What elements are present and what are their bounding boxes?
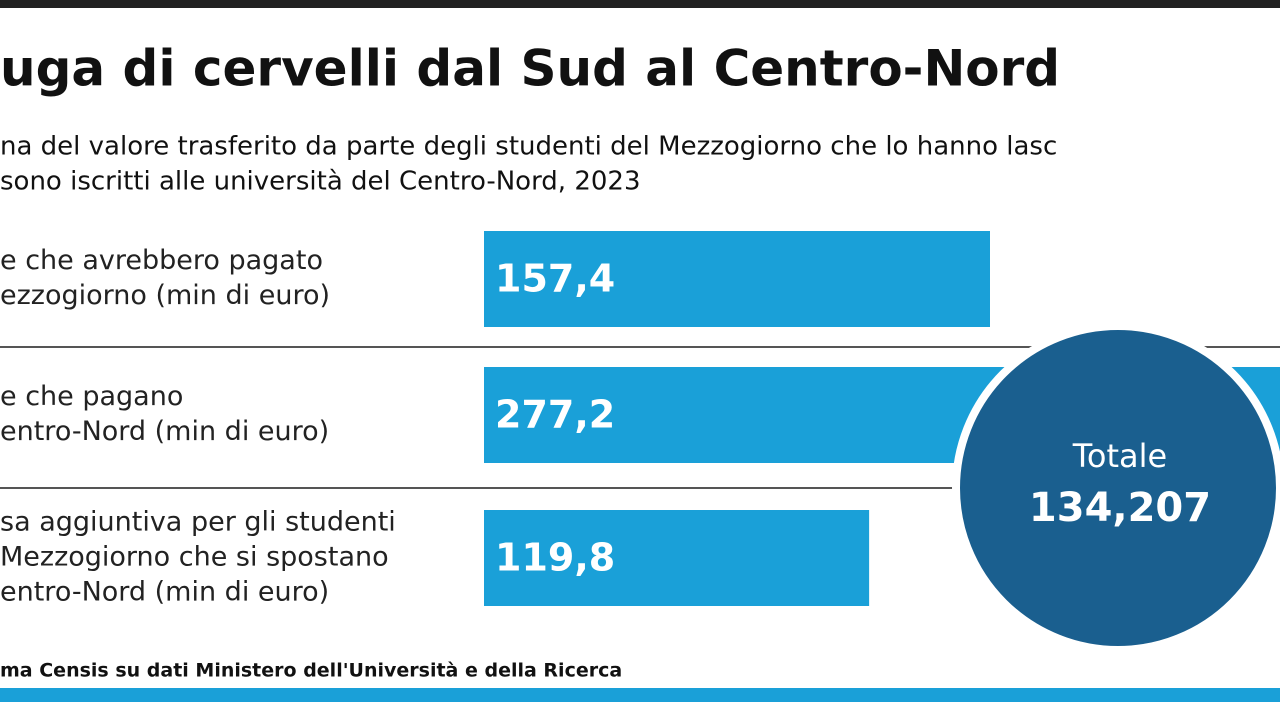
total-circle bbox=[952, 322, 1280, 654]
category-label: Mezzogiorno che si spostano bbox=[0, 542, 389, 573]
total-value: 134,207 bbox=[1029, 485, 1211, 531]
category-label: entro-Nord (min di euro) bbox=[0, 577, 329, 608]
value-label: 119,8 bbox=[495, 536, 615, 580]
bar bbox=[484, 231, 990, 327]
bottom-bar bbox=[0, 688, 1280, 702]
source: ma Censis su dati Ministero dell'Univers… bbox=[0, 660, 622, 682]
chart-title: uga di cervelli dal Sud al Centro-Nord bbox=[0, 40, 1060, 98]
top-bar bbox=[0, 0, 1280, 8]
value-label: 157,4 bbox=[495, 257, 615, 301]
category-label: e che avrebbero pagato bbox=[0, 245, 323, 276]
subtitle: sono iscritti alle università del Centro… bbox=[0, 167, 641, 197]
category-label: e che pagano bbox=[0, 381, 183, 412]
category-label: entro-Nord (min di euro) bbox=[0, 416, 329, 447]
value-label: 277,2 bbox=[495, 393, 615, 437]
bar bbox=[484, 510, 870, 606]
category-label: ezzogiorno (min di euro) bbox=[0, 280, 330, 311]
subtitle: na del valore trasferito da parte degli … bbox=[0, 132, 1057, 162]
total-label: Totale bbox=[1072, 437, 1167, 475]
category-label: sa aggiuntiva per gli studenti bbox=[0, 507, 396, 538]
